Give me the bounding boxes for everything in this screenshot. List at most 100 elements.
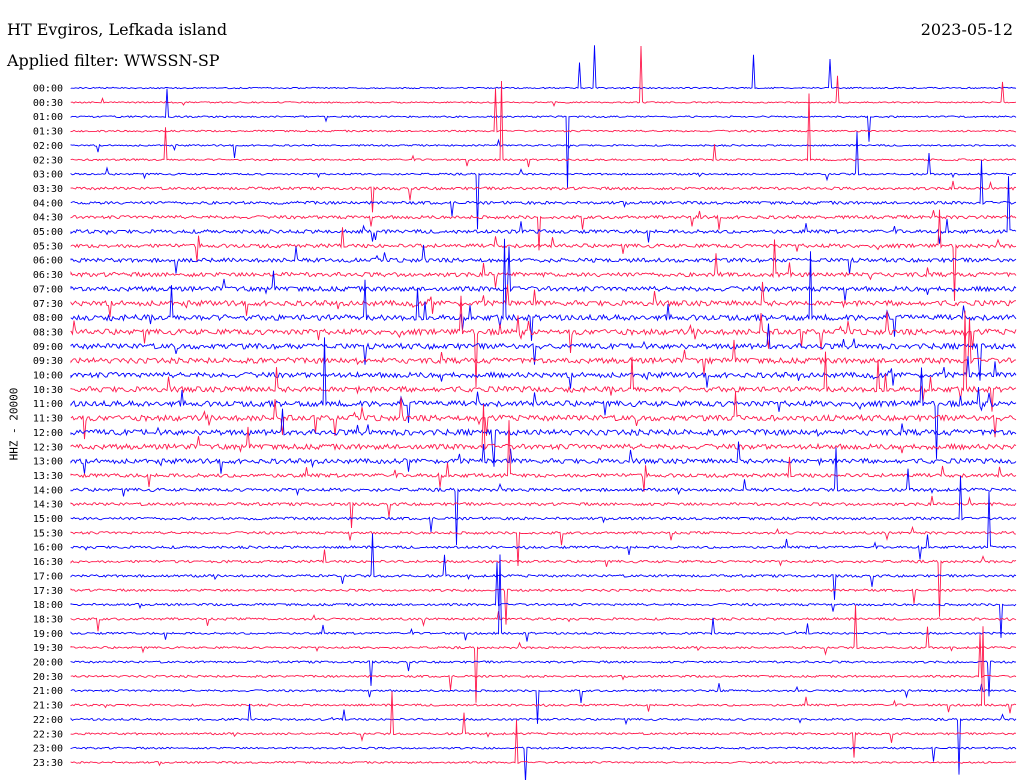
time-tick-label: 00:30 <box>33 98 63 109</box>
time-tick-label: 20:00 <box>33 658 63 669</box>
time-tick-label: 19:00 <box>33 629 63 640</box>
seismic-trace <box>70 281 1017 317</box>
seismic-trace <box>70 80 1017 168</box>
seismic-trace <box>70 180 1017 213</box>
time-tick-label: 11:00 <box>33 399 63 410</box>
seismic-trace <box>70 588 1017 625</box>
seismic-trace <box>70 160 1017 217</box>
seismic-trace <box>70 88 1017 133</box>
time-tick-label: 09:30 <box>33 356 63 367</box>
seismic-trace <box>70 323 1017 381</box>
seismic-trace <box>70 295 1017 388</box>
seismic-trace <box>70 683 1017 724</box>
time-tick-label: 10:00 <box>33 371 63 382</box>
time-tick-label: 19:30 <box>33 643 63 654</box>
seismic-trace <box>70 45 1017 108</box>
time-tick-label: 17:00 <box>33 571 63 582</box>
time-tick-label: 07:30 <box>33 299 63 310</box>
seismic-trace <box>70 441 1017 474</box>
time-tick-label: 06:00 <box>33 256 63 267</box>
time-tick-label: 05:00 <box>33 227 63 238</box>
time-tick-label: 18:00 <box>33 600 63 611</box>
time-tick-label: 03:30 <box>33 184 63 195</box>
seismic-trace <box>70 660 1017 697</box>
seismic-trace <box>70 176 1017 244</box>
time-tick-label: 14:00 <box>33 485 63 496</box>
time-tick-label: 17:30 <box>33 586 63 597</box>
time-tick-label: 09:00 <box>33 342 63 353</box>
time-tick-label: 10:30 <box>33 385 63 396</box>
time-tick-label: 21:30 <box>33 701 63 712</box>
seismic-trace <box>70 138 1017 159</box>
time-tick-label: 16:30 <box>33 557 63 568</box>
time-tick-label: 14:30 <box>33 500 63 511</box>
station-title: HT Evgiros, Lefkada island <box>7 20 228 39</box>
seismic-trace <box>70 746 1017 780</box>
time-tick-label: 11:30 <box>33 414 63 425</box>
seismic-trace <box>70 391 1017 440</box>
date-label: 2023-05-12 <box>920 20 1013 39</box>
seismic-trace <box>70 495 1017 529</box>
seismic-trace <box>70 238 1017 341</box>
time-tick-label: 08:30 <box>33 327 63 338</box>
seismic-trace <box>70 491 1017 560</box>
time-tick-label: 22:30 <box>33 729 63 740</box>
seismic-trace <box>70 626 1017 714</box>
seismic-trace <box>70 533 1017 600</box>
time-tick-label: 02:30 <box>33 155 63 166</box>
filter-label: Applied filter: WWSSN-SP <box>7 51 220 70</box>
seismic-trace <box>70 131 1017 230</box>
y-axis-label: HHZ - 20000 <box>7 387 21 461</box>
seismic-trace <box>70 475 1017 533</box>
seismic-trace <box>70 88 1017 189</box>
time-tick-label: 03:00 <box>33 170 63 181</box>
time-tick-label: 15:00 <box>33 514 63 525</box>
seismic-trace <box>70 525 1017 567</box>
seismic-trace <box>70 404 1017 454</box>
seismic-trace <box>70 611 1017 632</box>
time-tick-label: 08:00 <box>33 313 63 324</box>
time-tick-label: 02:00 <box>33 141 63 152</box>
seismic-trace <box>70 549 1017 617</box>
time-tick-label: 23:30 <box>33 758 63 769</box>
time-tick-label: 18:30 <box>33 614 63 625</box>
seismic-trace <box>70 703 1017 775</box>
seismic-trace <box>70 408 1017 467</box>
time-tick-label: 01:00 <box>33 112 63 123</box>
time-tick-label: 20:30 <box>33 672 63 683</box>
seismic-trace <box>70 719 1017 767</box>
seismic-trace <box>70 554 1017 642</box>
time-tick-label: 05:30 <box>33 241 63 252</box>
time-tick-label: 12:30 <box>33 442 63 453</box>
time-tick-label: 22:00 <box>33 715 63 726</box>
seismic-trace <box>70 45 1017 90</box>
time-tick-label: 23:00 <box>33 744 63 755</box>
time-tick-label: 07:00 <box>33 284 63 295</box>
time-tick-label: 16:00 <box>33 543 63 554</box>
seismic-trace <box>70 605 1017 703</box>
seismic-trace <box>70 633 1017 690</box>
seismic-trace <box>70 209 1017 302</box>
seismic-trace <box>70 210 1017 251</box>
seismic-trace <box>70 318 1017 375</box>
time-tick-label: 15:30 <box>33 528 63 539</box>
seismic-trace <box>70 420 1017 492</box>
seismic-trace <box>70 447 1017 546</box>
time-tick-label: 00:00 <box>33 84 63 95</box>
seismic-trace <box>70 562 1017 638</box>
time-tick-label: 06:30 <box>33 270 63 281</box>
seismic-trace <box>70 246 1017 302</box>
time-tick-label: 04:00 <box>33 198 63 209</box>
seismic-trace <box>70 310 1017 412</box>
seismic-trace <box>70 244 1017 275</box>
time-tick-label: 12:00 <box>33 428 63 439</box>
time-tick-label: 04:30 <box>33 213 63 224</box>
seismic-trace <box>70 691 1017 758</box>
time-tick-label: 13:00 <box>33 457 63 468</box>
seismic-trace <box>70 356 1017 389</box>
seismic-trace <box>70 337 1017 459</box>
time-tick-label: 21:00 <box>33 686 63 697</box>
time-tick-label: 13:30 <box>33 471 63 482</box>
time-tick-label: 01:30 <box>33 127 63 138</box>
